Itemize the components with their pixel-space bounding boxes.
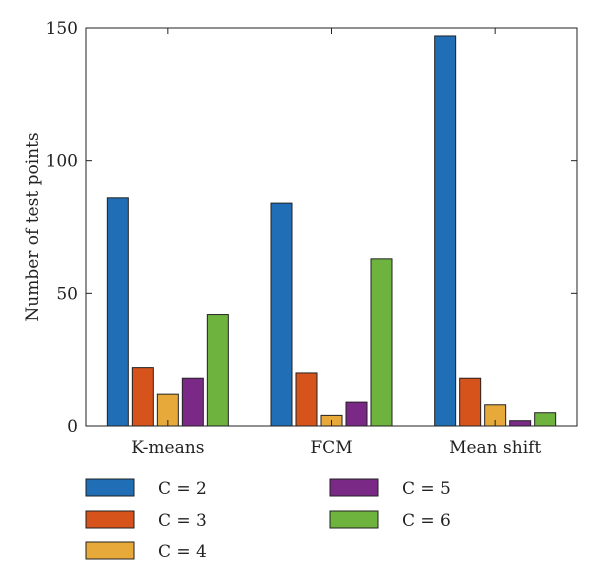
legend-swatch (85, 510, 135, 529)
legend-item-c2: C = 2 (85, 478, 207, 499)
x-tick-label: K-means (131, 438, 204, 458)
bar-mean-shift-c3 (459, 377, 482, 427)
legend-item-c5: C = 5 (329, 478, 451, 499)
legend-item-c6: C = 6 (329, 510, 451, 531)
y-tick-label: 50 (56, 284, 78, 304)
legend-item-c3: C = 3 (85, 510, 207, 531)
y-tick-label: 150 (46, 19, 78, 39)
y-axis: 0 50 100 150 (46, 19, 577, 437)
plot-frame (85, 27, 578, 427)
x-axis: K-means FCM Mean shift (131, 28, 541, 458)
bar-fcm-c3 (295, 372, 318, 427)
bar-k-means-c2 (106, 197, 129, 427)
bar-k-means-c3 (131, 367, 154, 427)
bar-k-means-c5 (181, 377, 204, 427)
legend-label: C = 5 (402, 479, 451, 499)
y-tick-label: 0 (67, 417, 78, 437)
bar-fcm-c5 (345, 401, 368, 427)
bar-mean-shift-c6 (534, 412, 557, 427)
legend-swatch (85, 541, 135, 560)
bar-mean-shift-c2 (434, 35, 457, 427)
legend: C = 2 C = 3 C = 4 C = 5 C = 6 (85, 478, 451, 562)
y-tick-label: 100 (46, 152, 78, 172)
legend-label: C = 4 (158, 542, 207, 562)
legend-label: C = 2 (158, 479, 207, 499)
legend-swatch (85, 478, 135, 497)
bars (106, 35, 557, 427)
legend-label: C = 3 (158, 511, 207, 531)
x-tick-label: Mean shift (449, 438, 541, 458)
legend-label: C = 6 (402, 511, 451, 531)
bar-fcm-c6 (370, 258, 393, 427)
x-tick-label: FCM (310, 438, 352, 458)
bar-fcm-c2 (270, 202, 293, 427)
legend-item-c4: C = 4 (85, 541, 207, 562)
bar-mean-shift-c5 (509, 420, 532, 427)
legend-swatch (329, 478, 379, 497)
y-axis-title: Number of test points (23, 132, 43, 321)
legend-swatch (329, 510, 379, 529)
bar-k-means-c6 (206, 314, 229, 427)
